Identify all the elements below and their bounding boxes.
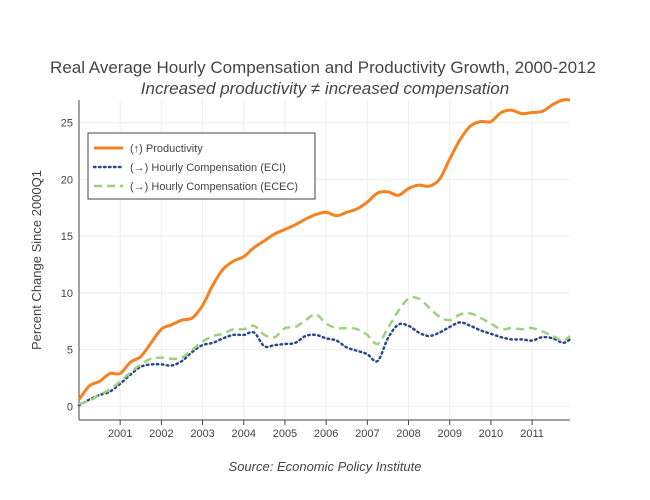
x-tick-label: 2009	[437, 428, 461, 440]
chart-title: Real Average Hourly Compensation and Pro…	[50, 58, 596, 77]
x-tick-label: 2006	[314, 428, 338, 440]
legend[interactable]: (↑) Productivity (→) Hourly Compensation…	[87, 132, 316, 200]
y-tick-label: 20	[61, 174, 73, 186]
x-tick-label: 2011	[520, 428, 544, 440]
chart-subtitle: Increased productivity ≠ increased compe…	[141, 79, 509, 98]
x-tick-label: 2008	[396, 428, 420, 440]
y-tick-label: 5	[67, 345, 73, 357]
legend-label-productivity: (↑) Productivity	[130, 143, 203, 155]
y-tick-label: 25	[61, 118, 73, 130]
x-tick-label: 2010	[479, 428, 503, 440]
source-note: Source: Economic Policy Institute	[229, 459, 422, 474]
x-tick-label: 2004	[232, 428, 256, 440]
legend-box	[87, 132, 316, 200]
y-tick-label: 10	[61, 288, 73, 300]
legend-label-ecec: (→) Hourly Compensation (ECEC)	[130, 181, 298, 193]
x-tick-label: 2007	[355, 428, 379, 440]
x-tick-label: 2005	[273, 428, 297, 440]
legend-label-eci: (→) Hourly Compensation (ECI)	[130, 162, 286, 174]
plot-area	[77, 98, 572, 407]
y-tick-label: 0	[67, 401, 73, 413]
x-tick-label: 2001	[108, 428, 132, 440]
series-line-productivity	[77, 98, 571, 401]
x-tick-label: 2002	[149, 428, 173, 440]
x-tick-label: 2003	[190, 428, 214, 440]
axes: 0 5 10 15 20 25 2001 2002 2003 2004 2005 2006 2007 20…	[61, 100, 570, 440]
y-tick-label: 15	[61, 231, 73, 243]
y-axis-title: Percent Change Since 2000Q1	[29, 170, 44, 350]
series-line-ecec	[78, 296, 571, 406]
series-line-eci	[77, 321, 572, 407]
